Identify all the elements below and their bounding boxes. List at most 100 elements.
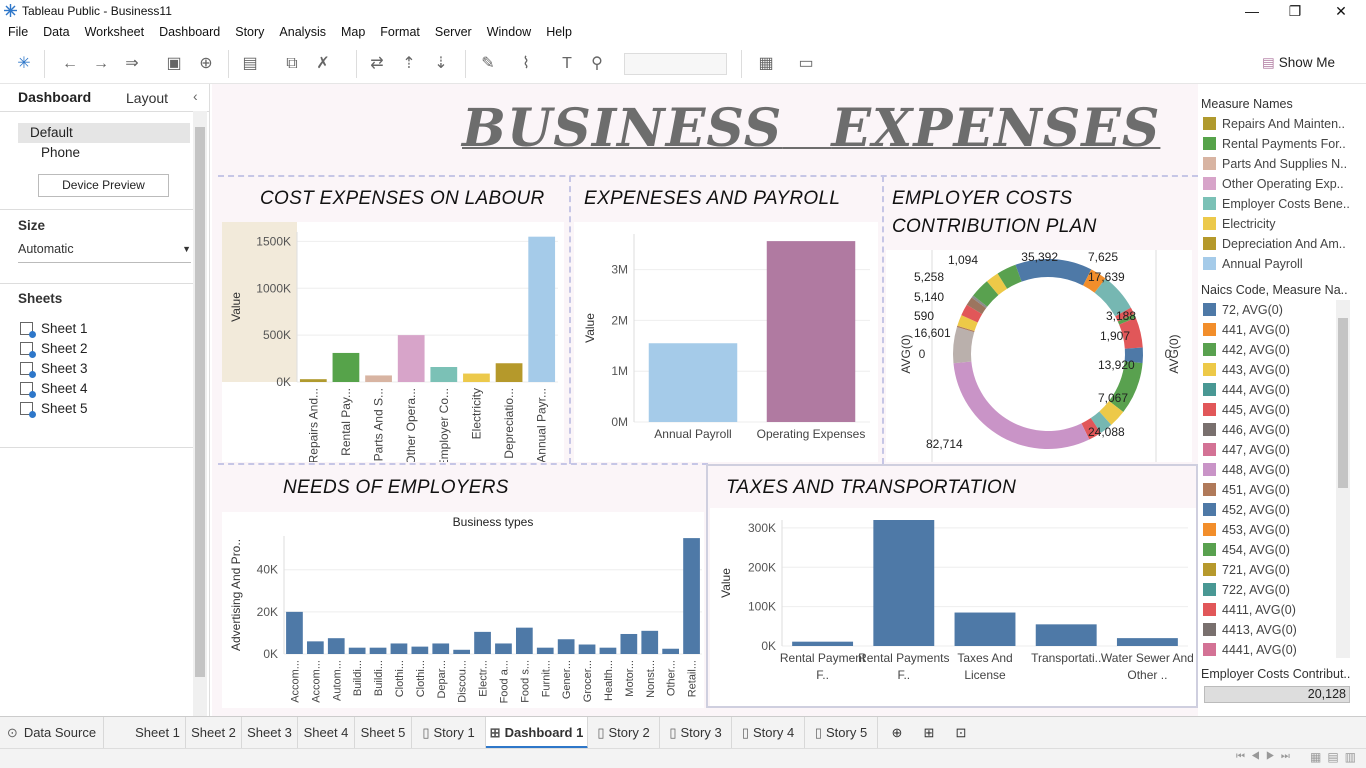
presentation-mode-icon[interactable]: ▭ xyxy=(798,55,814,72)
tab-dashboard-1[interactable]: ⊞ Dashboard 1 xyxy=(486,717,588,749)
swap-icon[interactable]: ⇄ xyxy=(370,55,384,72)
fit-dropdown[interactable] xyxy=(624,53,727,75)
legend-item[interactable]: 4441, AVG(0) xyxy=(1203,643,1297,657)
legend-item[interactable]: 72, AVG(0) xyxy=(1203,303,1283,317)
sheet-list-item[interactable]: Sheet 1 xyxy=(20,321,88,338)
legend-item[interactable]: 452, AVG(0) xyxy=(1203,503,1290,517)
text-label-icon[interactable]: T xyxy=(562,55,572,72)
new-worksheet-icon[interactable]: ▤ xyxy=(242,55,258,72)
legend-item[interactable]: Annual Payroll xyxy=(1203,257,1303,271)
tab-dashboard[interactable]: Dashboard xyxy=(18,89,92,105)
legend-item[interactable]: 454, AVG(0) xyxy=(1203,543,1290,557)
legend-item[interactable]: 448, AVG(0) xyxy=(1203,463,1290,477)
x-tick-label: Water Sewer And xyxy=(1101,651,1194,665)
tableau-home-icon[interactable]: ✳ xyxy=(17,55,31,72)
legend-item[interactable]: 721, AVG(0) xyxy=(1203,563,1290,577)
menu-worksheet[interactable]: Worksheet xyxy=(84,25,145,39)
sheet-list-item[interactable]: Sheet 2 xyxy=(20,341,88,358)
new-worksheet-tab-icon[interactable]: ⊕ xyxy=(891,725,903,740)
minimize-button[interactable]: — xyxy=(1245,3,1259,19)
device-preview-button[interactable]: Device Preview xyxy=(38,174,169,197)
menu-data[interactable]: Data xyxy=(43,25,70,39)
legend-item[interactable]: 445, AVG(0) xyxy=(1203,403,1290,417)
tab-navigation-icons[interactable]: ⏮◀▶⏭ xyxy=(1236,751,1296,762)
redo-icon[interactable]: → xyxy=(93,55,109,72)
sheet-list-item[interactable]: Sheet 3 xyxy=(20,361,88,378)
device-phone[interactable]: Phone xyxy=(41,145,81,160)
legend-item[interactable]: Repairs And Mainten.. xyxy=(1203,117,1345,131)
menu-analysis[interactable]: Analysis xyxy=(279,25,326,39)
tab-sheet-4[interactable]: Sheet 4 xyxy=(298,717,355,749)
legend-item[interactable]: Other Operating Exp.. xyxy=(1203,177,1344,191)
sheet-list-item[interactable]: Sheet 5 xyxy=(20,401,88,418)
pin-icon[interactable]: ⚲ xyxy=(591,55,603,72)
device-default[interactable]: Default xyxy=(30,125,73,140)
legend-item[interactable]: Depreciation And Am.. xyxy=(1203,237,1346,251)
legend-item[interactable]: 4411, AVG(0) xyxy=(1203,603,1296,617)
highlight-icon[interactable]: ✎ xyxy=(481,55,495,72)
x-tick-label: Buildi... xyxy=(373,660,385,696)
tab-layout[interactable]: Layout xyxy=(126,90,169,106)
new-dashboard-tab-icon[interactable]: ⊞ xyxy=(923,725,935,740)
payroll-panel-title: EXPENESES AND PAYROLL xyxy=(584,188,841,209)
tab-sheet-1[interactable]: Sheet 1 xyxy=(130,717,186,749)
legend-item[interactable]: 722, AVG(0) xyxy=(1203,583,1290,597)
undo-icon[interactable]: ← xyxy=(62,55,78,72)
show-cards-icon[interactable]: ▦ xyxy=(758,55,774,72)
sort-descending-icon[interactable]: ⇣ xyxy=(434,55,448,72)
tab-sheet-5[interactable]: Sheet 5 xyxy=(355,717,412,749)
x-tick-label: Parts And S... xyxy=(372,388,386,461)
tab-story-1[interactable]: ▯ Story 1 xyxy=(412,717,486,749)
legend-item[interactable]: 441, AVG(0) xyxy=(1203,323,1290,337)
legend-item[interactable]: 451, AVG(0) xyxy=(1203,483,1290,497)
legend-item[interactable]: 446, AVG(0) xyxy=(1203,423,1290,437)
attach-icon[interactable]: ⌇ xyxy=(522,55,530,72)
legend-item[interactable]: Rental Payments For.. xyxy=(1203,137,1346,151)
save-icon[interactable]: ▣ xyxy=(166,55,182,72)
replay-icon[interactable]: ⇒ xyxy=(125,55,139,72)
left-scrollbar[interactable] xyxy=(193,111,207,716)
bar xyxy=(365,375,392,382)
y-tick-label: 1000K xyxy=(256,281,291,295)
x-tick-label: Annual Payroll xyxy=(654,427,731,441)
tab-data-source[interactable]: ⊙ Data Source xyxy=(0,717,104,749)
size-select[interactable]: Automatic ▼ xyxy=(18,242,191,263)
menu-format[interactable]: Format xyxy=(380,25,420,39)
legend-item[interactable]: 442, AVG(0) xyxy=(1203,343,1290,357)
menu-story[interactable]: Story xyxy=(235,25,265,39)
sort-ascending-icon[interactable]: ⇡ xyxy=(402,55,416,72)
legend-scrollbar[interactable] xyxy=(1336,300,1350,658)
collapse-panel-icon[interactable]: ‹ xyxy=(193,88,198,104)
y-tick-label: 0M xyxy=(611,415,628,429)
clear-sheet-icon[interactable]: ✗ xyxy=(316,55,330,72)
menu-file[interactable]: File xyxy=(8,25,29,39)
legend-item[interactable]: 453, AVG(0) xyxy=(1203,523,1290,537)
close-button[interactable]: ✕ xyxy=(1335,3,1347,19)
legend-item[interactable]: 4413, AVG(0) xyxy=(1203,623,1297,637)
show-me-button[interactable]: ▤ Show Me xyxy=(1262,55,1336,70)
menu-window[interactable]: Window xyxy=(486,25,532,39)
tab-story-4[interactable]: ▯ Story 4 xyxy=(732,717,805,749)
legend-item[interactable]: 447, AVG(0) xyxy=(1203,443,1290,457)
menu-server[interactable]: Server xyxy=(434,25,472,39)
menu-dashboard[interactable]: Dashboard xyxy=(159,25,221,39)
sheet-list-item[interactable]: Sheet 4 xyxy=(20,381,88,398)
tab-story-2[interactable]: ▯ Story 2 xyxy=(588,717,660,749)
menu-help[interactable]: Help xyxy=(546,25,572,39)
duplicate-icon[interactable]: ⧉ xyxy=(286,55,298,72)
legend-item[interactable]: 443, AVG(0) xyxy=(1203,363,1290,377)
tab-story-5[interactable]: ▯ Story 5 xyxy=(805,717,878,749)
legend-item[interactable]: 444, AVG(0) xyxy=(1203,383,1290,397)
tab-sheet-2[interactable]: Sheet 2 xyxy=(186,717,242,749)
new-story-tab-icon[interactable]: ⊡ xyxy=(955,725,967,740)
legend-item[interactable]: Employer Costs Bene.. xyxy=(1203,197,1350,211)
employer-costs-slider[interactable]: 20,128 xyxy=(1204,686,1350,703)
restore-button[interactable]: ❐ xyxy=(1288,3,1302,19)
tab-sheet-3[interactable]: Sheet 3 xyxy=(242,717,298,749)
legend-item[interactable]: Parts And Supplies N.. xyxy=(1203,157,1347,171)
tab-story-3[interactable]: ▯ Story 3 xyxy=(660,717,732,749)
legend-item[interactable]: Electricity xyxy=(1203,217,1275,231)
new-data-source-icon[interactable]: ⊕ xyxy=(199,55,213,72)
view-mode-icons[interactable]: ▦▤▥ xyxy=(1310,750,1363,764)
menu-map[interactable]: Map xyxy=(340,25,366,39)
